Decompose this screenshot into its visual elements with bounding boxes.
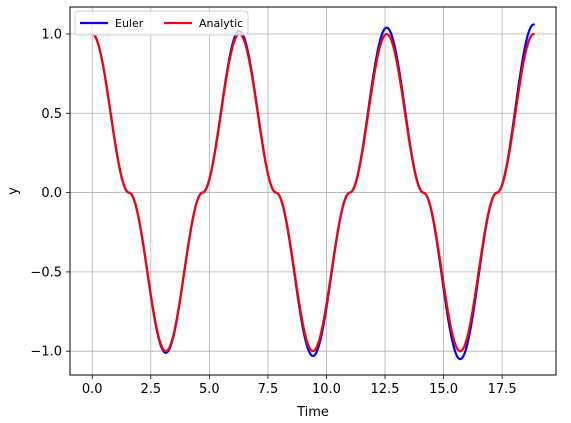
- x-tick-label: 7.5: [258, 382, 279, 397]
- series-line-euler: [91, 23, 535, 361]
- x-tick-label: 2.5: [140, 382, 161, 397]
- legend-label-analytic: Analytic: [199, 17, 243, 30]
- series-line-analytic: [91, 32, 535, 353]
- x-tick-label: 17.5: [488, 382, 517, 397]
- x-tick-label: 0.0: [82, 382, 103, 397]
- x-tick-label: 5.0: [199, 382, 220, 397]
- y-tick-label: 1.0: [41, 27, 62, 42]
- y-tick-label: −1.0: [30, 345, 62, 360]
- x-tick-label: 15.0: [429, 382, 458, 397]
- series-lines: [91, 23, 535, 361]
- y-tick-label: 0.0: [41, 186, 62, 201]
- axis-ticks: 0.0 2.5 5.0 7.5 10.0 12.5 15.0 17.5 1.0 0.5 0.0 −0.…: [30, 27, 516, 397]
- x-axis-title: Time: [296, 405, 329, 420]
- x-tick-label: 10.0: [312, 382, 341, 397]
- y-tick-label: 0.5: [41, 107, 62, 122]
- y-tick-label: −0.5: [30, 265, 62, 280]
- legend-box: [74, 10, 249, 36]
- legend-label-euler: Euler: [115, 17, 144, 30]
- legend: Euler Analytic: [74, 10, 249, 36]
- y-axis-title: y: [6, 187, 21, 195]
- x-tick-label: 12.5: [371, 382, 400, 397]
- plot-area: [70, 7, 556, 375]
- plot-frame: [69, 6, 557, 376]
